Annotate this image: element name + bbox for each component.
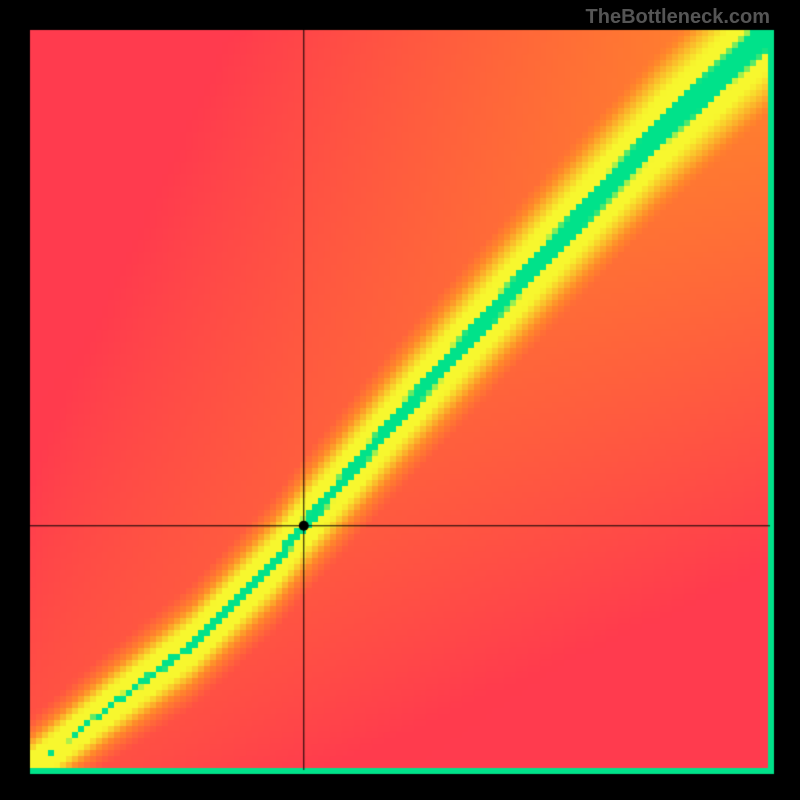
- bottleneck-heatmap-canvas: [0, 0, 800, 800]
- watermark-text: TheBottleneck.com: [586, 6, 770, 29]
- chart-container: TheBottleneck.com: [0, 0, 800, 800]
